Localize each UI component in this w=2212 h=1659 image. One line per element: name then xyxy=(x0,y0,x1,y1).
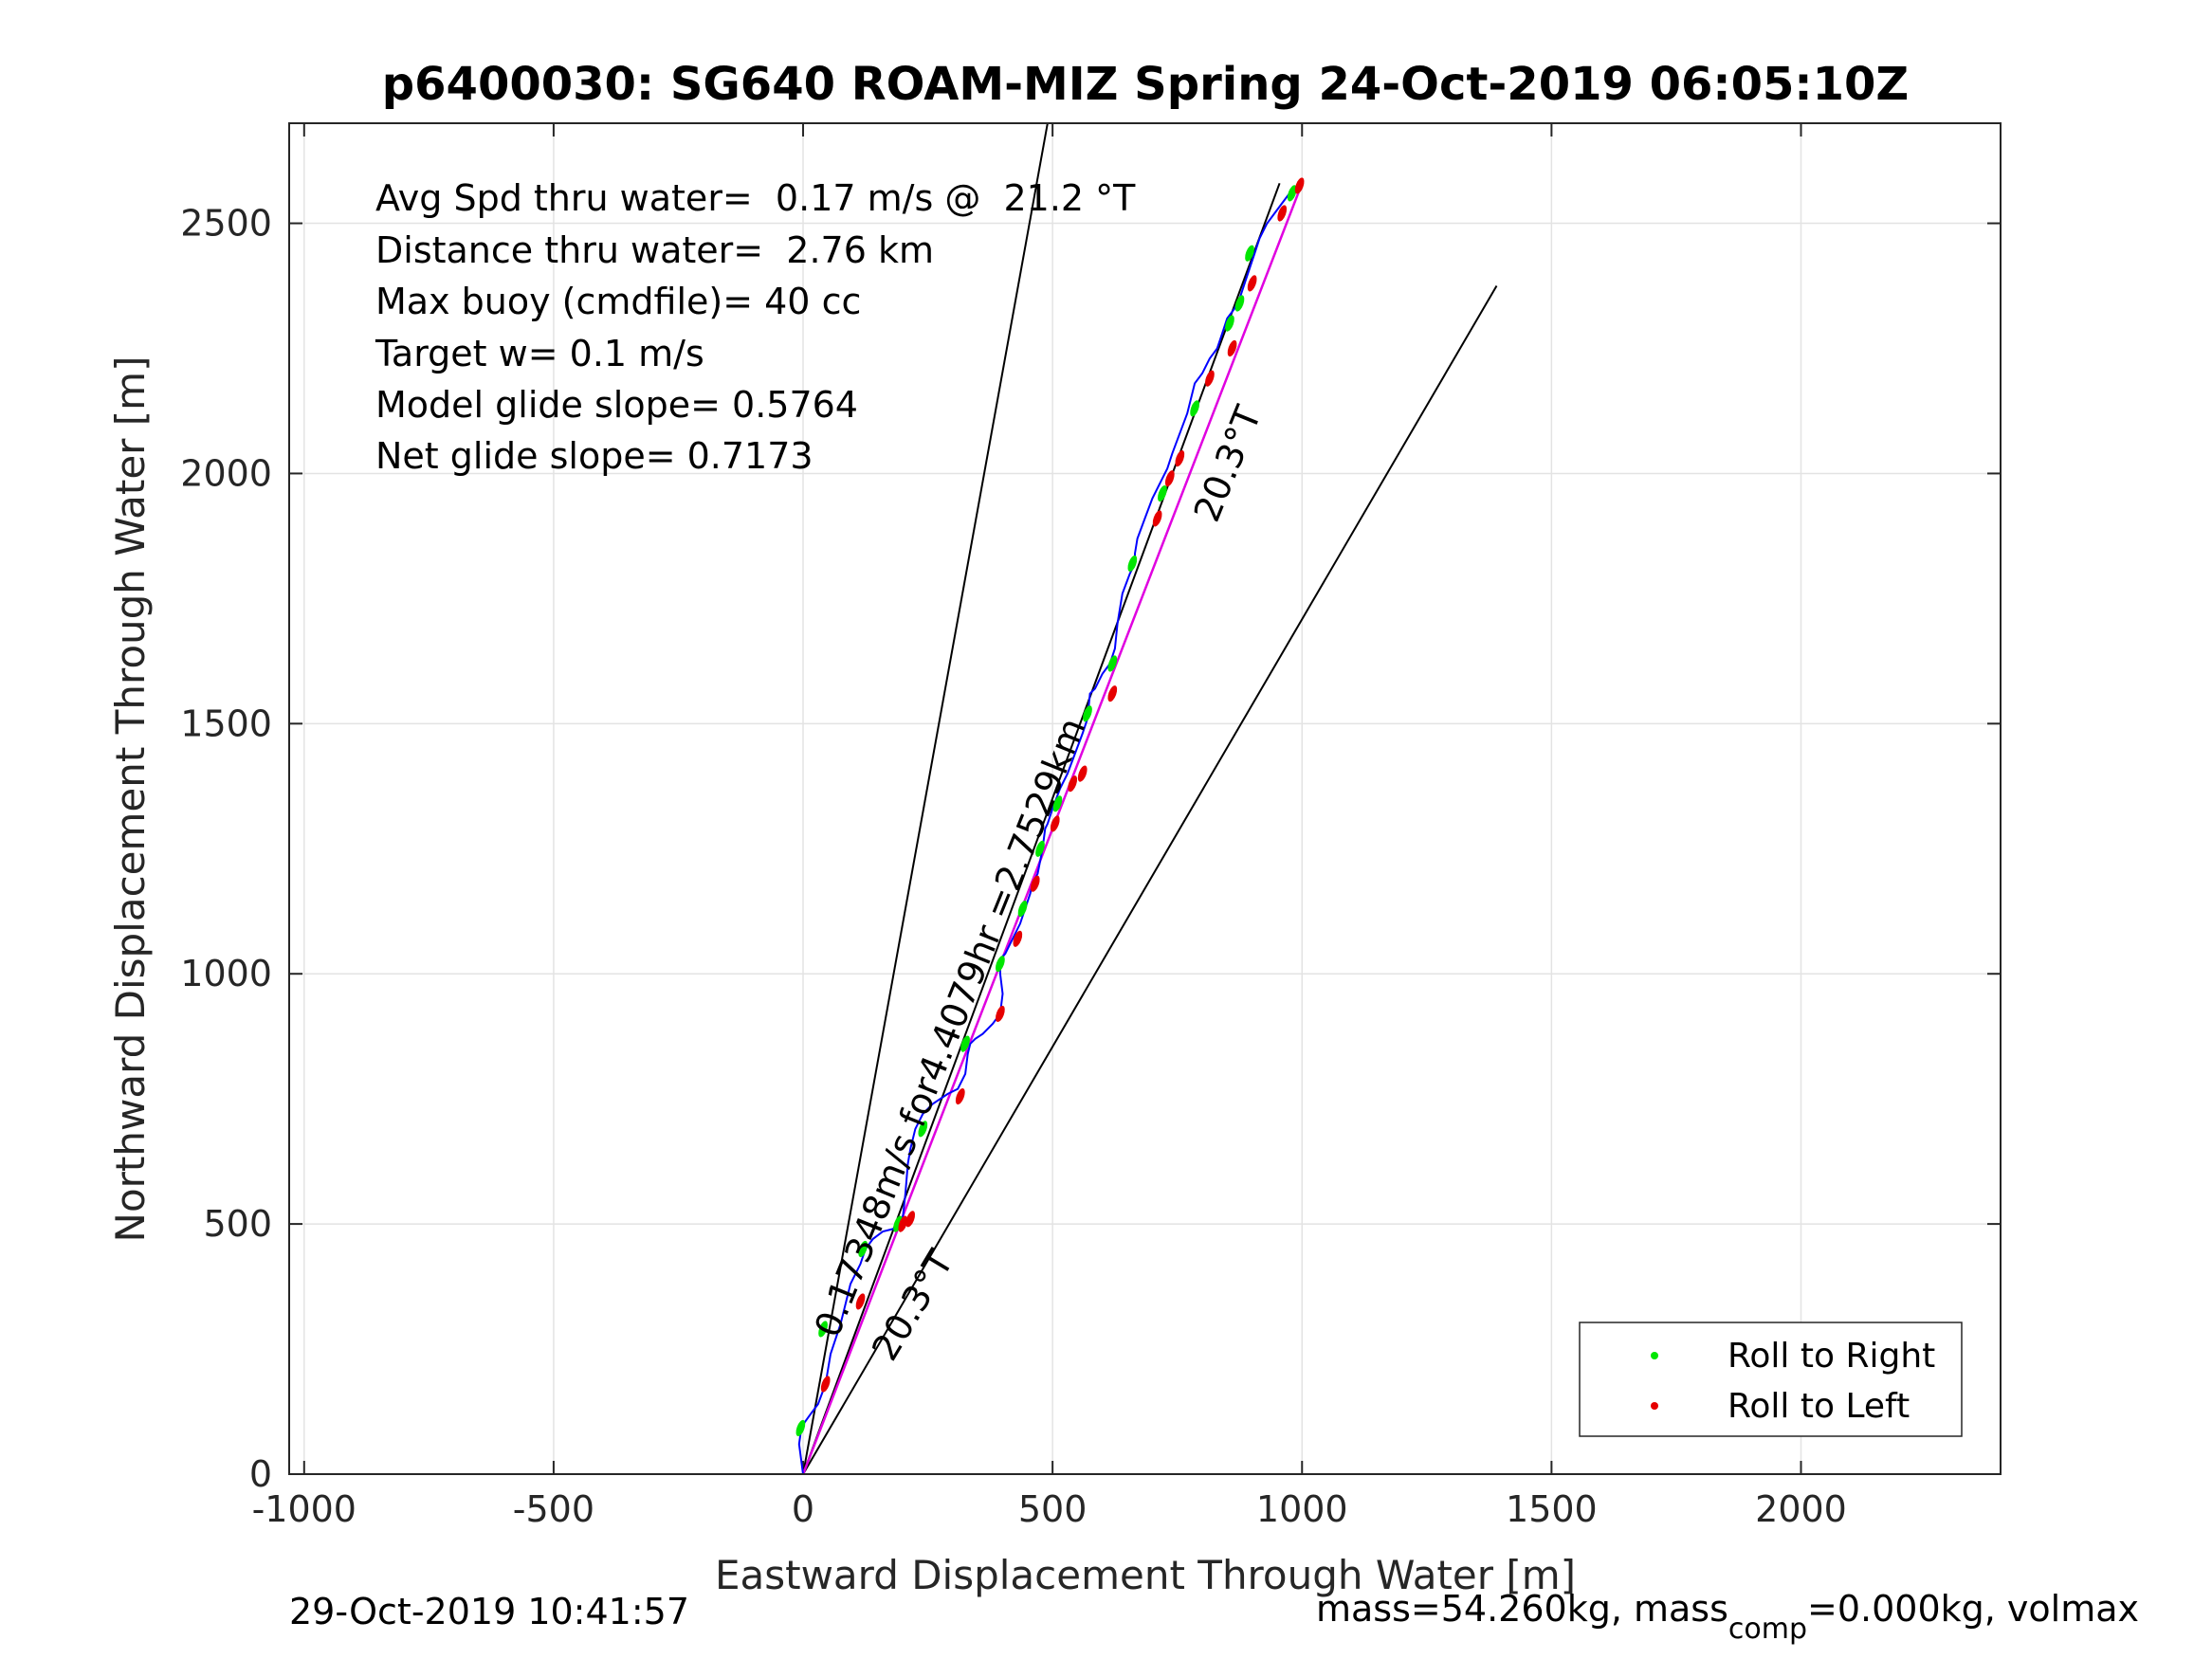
roll-right-marker xyxy=(996,956,1005,973)
x-tick-label: 500 xyxy=(1018,1488,1088,1530)
roll-left-marker xyxy=(1077,765,1088,782)
roll-right-marker xyxy=(1052,795,1063,812)
info-line-net-glide-slope: Net glide slope= 0.7173 xyxy=(375,435,814,477)
y-tick-label: 0 xyxy=(249,1453,272,1495)
info-line-model-glide-slope: Model glide slope= 0.5764 xyxy=(375,384,858,426)
roll-left-marker xyxy=(1068,775,1078,793)
footer-mass-subscript: comp xyxy=(1728,1613,1807,1646)
roll-right-marker xyxy=(1245,245,1254,262)
roll-right-marker xyxy=(1107,655,1118,672)
x-tick-label: 0 xyxy=(792,1488,814,1530)
plot-frame xyxy=(288,122,2002,1475)
roll-right-marker xyxy=(858,1240,868,1258)
roll-right-marker xyxy=(795,1419,806,1437)
legend-box xyxy=(1579,1322,1963,1437)
footer-timestamp: 29-Oct-2019 10:41:57 xyxy=(289,1591,689,1632)
legend-label-roll-left: Roll to Left xyxy=(1728,1387,1910,1426)
info-line-distance: Distance thru water= 2.76 km xyxy=(375,229,934,271)
heading-cone-lines xyxy=(802,123,1498,1474)
y-tick-label: 2500 xyxy=(180,203,272,245)
x-axis-label: Eastward Displacement Through Water [m] xyxy=(715,1552,1576,1598)
roll-right-marker xyxy=(960,1035,970,1052)
roll-markers xyxy=(795,177,1305,1437)
roll-left-marker xyxy=(1013,930,1023,947)
roll-left-marker xyxy=(820,1376,831,1393)
roll-left-marker xyxy=(905,1211,916,1228)
roll-left-marker xyxy=(855,1293,866,1310)
x-tick-label: 1000 xyxy=(1256,1488,1348,1530)
roll-left-marker xyxy=(955,1087,965,1105)
legend-label-roll-right: Roll to Right xyxy=(1728,1337,1935,1376)
roll-left-marker xyxy=(1205,370,1215,387)
roll-right-marker xyxy=(1225,315,1234,332)
x-tick-labels: -1000 -500 0 500 1000 1500 2000 xyxy=(252,1488,1847,1530)
roll-left-marker xyxy=(1247,275,1257,292)
roll-left-marker xyxy=(1164,470,1175,487)
legend: Roll to Right Roll to Left xyxy=(1579,1322,1963,1437)
legend-marker-roll-left xyxy=(1651,1402,1658,1410)
roll-left-marker xyxy=(1227,339,1237,357)
y-tick-label: 1500 xyxy=(180,702,272,744)
info-text-block: Avg Spd thru water= 0.17 m/s @ 21.2 °T D… xyxy=(375,177,1136,477)
x-tick-label: -1000 xyxy=(252,1488,356,1530)
roll-right-marker xyxy=(1035,840,1045,857)
roll-left-marker xyxy=(1277,205,1288,222)
roll-left-marker xyxy=(898,1215,908,1232)
plot-area xyxy=(289,123,2001,1474)
roll-left-marker xyxy=(996,1005,1005,1023)
heading-cone-line xyxy=(802,285,1498,1474)
x-tick-label: 2000 xyxy=(1755,1488,1847,1530)
roll-right-marker xyxy=(1127,555,1138,573)
y-axis-label: Northward Displacement Through Water [m] xyxy=(107,356,154,1243)
roll-left-marker xyxy=(1030,875,1040,892)
roll-right-marker xyxy=(918,1121,928,1138)
x-tick-label: 1500 xyxy=(1506,1488,1598,1530)
roll-left-marker xyxy=(1152,510,1162,527)
roll-right-marker xyxy=(1158,484,1167,502)
roll-right-marker xyxy=(893,1215,903,1232)
roll-right-marker xyxy=(1017,901,1028,918)
footer-mass-prefix: mass=54.260kg, mass xyxy=(1316,1588,1728,1630)
roll-right-marker xyxy=(1190,400,1199,417)
info-line-max-buoy: Max buoy (cmdfile)= 40 cc xyxy=(375,281,861,322)
chart-title: p6400030: SG640 ROAM-MIZ Spring 24-Oct-2… xyxy=(382,58,1909,111)
roll-left-marker xyxy=(1107,685,1118,702)
roll-right-marker xyxy=(1083,705,1092,722)
x-tick-label: -500 xyxy=(513,1488,594,1530)
roll-right-marker xyxy=(1234,295,1245,312)
legend-marker-roll-right xyxy=(1651,1352,1658,1359)
roll-right-marker xyxy=(818,1321,828,1338)
footer-mass-info: mass=54.260kg, masscomp=0.000kg, volmax xyxy=(1316,1588,2139,1646)
info-line-avg-speed: Avg Spd thru water= 0.17 m/s @ 21.2 °T xyxy=(375,177,1136,219)
y-tick-labels: 0 500 1000 1500 2000 2500 xyxy=(180,203,272,1495)
roll-left-marker xyxy=(1050,815,1060,832)
roll-left-marker xyxy=(1294,177,1305,194)
roll-right-marker xyxy=(1287,185,1297,202)
y-tick-label: 1000 xyxy=(180,953,272,994)
y-tick-label: 500 xyxy=(203,1203,272,1245)
footer-mass-suffix: =0.000kg, volmax xyxy=(1807,1588,2139,1630)
info-line-target-w: Target w= 0.1 m/s xyxy=(375,333,704,374)
y-tick-label: 2000 xyxy=(180,452,272,494)
heading-cone-line xyxy=(802,123,1049,1474)
grid-lines xyxy=(289,123,2001,1475)
average-track-line xyxy=(802,182,1281,1474)
roll-left-marker xyxy=(1175,450,1185,467)
